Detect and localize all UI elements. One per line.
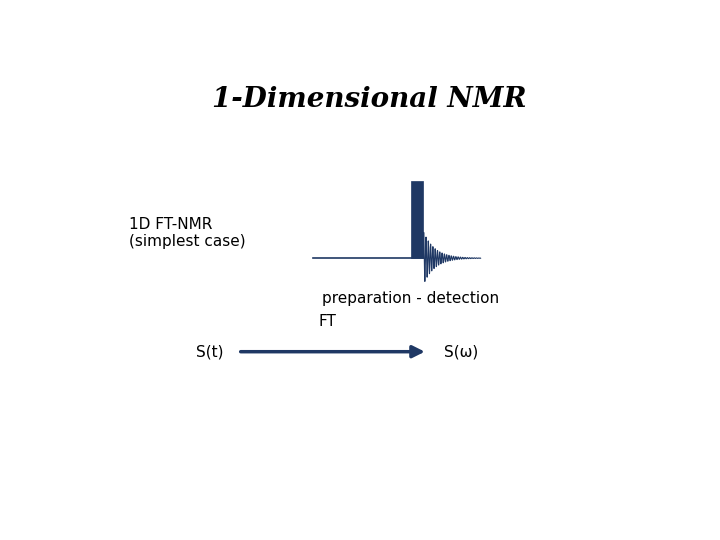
Bar [411, 181, 423, 258]
Text: FT: FT [318, 314, 336, 329]
Text: S(ω): S(ω) [444, 344, 478, 359]
Text: 1D FT-NMR
(simplest case): 1D FT-NMR (simplest case) [129, 217, 246, 249]
Text: 1-Dimensional NMR: 1-Dimensional NMR [212, 85, 526, 113]
Text: S(t): S(t) [197, 344, 224, 359]
Text: preparation - detection: preparation - detection [323, 292, 500, 306]
